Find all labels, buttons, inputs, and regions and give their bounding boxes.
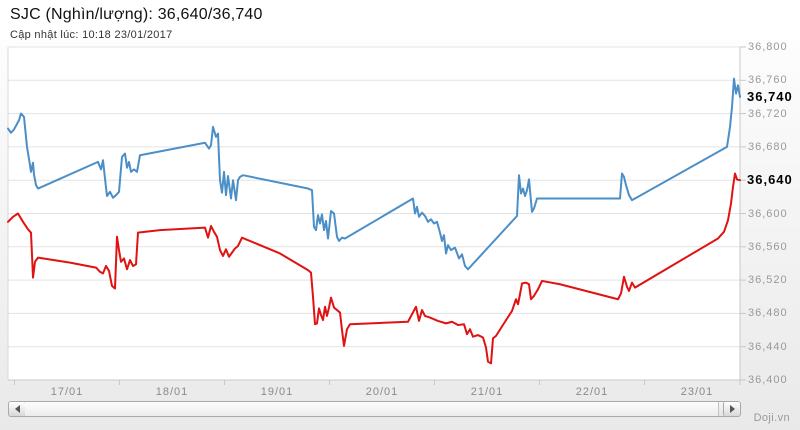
- x-axis-label: 17/01: [50, 386, 84, 398]
- x-axis-label: 19/01: [260, 386, 294, 398]
- current-value-label-lower-red-line: 36,640: [747, 172, 793, 188]
- x-axis-label: 21/01: [470, 386, 504, 398]
- y-axis-label: 36,560: [748, 240, 788, 253]
- y-axis-label: 36,600: [748, 207, 788, 220]
- scroll-right-button[interactable]: [723, 402, 740, 416]
- x-axis-label: 18/01: [155, 386, 189, 398]
- chart-header: SJC (Nghìn/lượng): 36,640/36,740 Cập nhậ…: [10, 6, 263, 41]
- y-axis-label: 36,680: [748, 140, 788, 153]
- chart-title: SJC (Nghìn/lượng): 36,640/36,740: [10, 6, 263, 23]
- scrollbar-thumb[interactable]: [25, 402, 719, 416]
- y-axis-label: 36,440: [748, 340, 788, 353]
- scroll-left-button[interactable]: [9, 402, 26, 416]
- upper-blue-line[interactable]: [7, 77, 741, 271]
- y-axis-label: 36,720: [748, 107, 788, 120]
- y-axis-label: 36,760: [748, 74, 788, 87]
- x-axis-label: 20/01: [365, 386, 399, 398]
- price-chart-canvas: [7, 46, 746, 385]
- y-axis-label: 36,480: [748, 307, 788, 320]
- x-axis-label: 22/01: [575, 386, 609, 398]
- chart-horizontal-scrollbar[interactable]: [8, 401, 741, 417]
- scroll-left-arrow-icon: [14, 405, 20, 413]
- credit-link[interactable]: Doji.vn: [753, 412, 790, 424]
- y-axis-label: 36,800: [748, 41, 788, 53]
- lower-red-line[interactable]: [7, 172, 741, 365]
- chart-subtitle: Cập nhật lúc: 10:18 23/01/2017: [10, 29, 173, 41]
- x-axis-label: 23/01: [680, 386, 714, 398]
- y-axis-label: 36,400: [748, 374, 788, 386]
- scroll-right-arrow-icon: [729, 405, 735, 413]
- current-value-label-upper-blue-line: 36,740: [747, 88, 793, 104]
- y-axis-label: 36,520: [748, 274, 788, 287]
